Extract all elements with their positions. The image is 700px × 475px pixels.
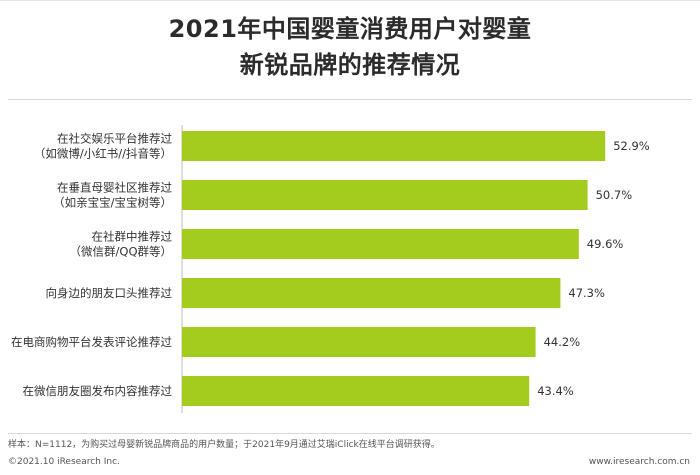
category-label-6-line-1: 在微信朋友圈发布内容推荐过 bbox=[23, 384, 173, 398]
copyright-text: ©2021.10 iResearch Inc. bbox=[8, 457, 120, 467]
bar-4 bbox=[182, 278, 561, 308]
category-label-1-line-1: 在社交娱乐平台推荐过 bbox=[57, 132, 172, 146]
footer-divider bbox=[8, 433, 692, 434]
category-label-2-line-1: 在垂直母婴社区推荐过 bbox=[57, 181, 172, 195]
category-label-2-line-2: （如亲宝宝/宝宝树等） bbox=[53, 196, 172, 210]
chart-title-line-1: 2021年中国婴童消费用户对婴童 bbox=[168, 15, 532, 43]
value-label-2: 50.7% bbox=[596, 188, 633, 202]
source-note: 样本：N=1112，为购买过母婴新锐品牌商品的用户数量；于2021年9月通过艾瑞… bbox=[8, 440, 440, 450]
category-label-3-line-1: 在社群中推荐过 bbox=[92, 230, 173, 244]
bar-3 bbox=[182, 229, 579, 259]
bar-6 bbox=[182, 376, 530, 406]
bar-1 bbox=[182, 131, 606, 161]
value-label-1: 52.9% bbox=[613, 139, 650, 153]
bar-2 bbox=[182, 180, 588, 210]
bar-5 bbox=[182, 327, 536, 357]
chart-title-line-2: 新锐品牌的推荐情况 bbox=[239, 51, 461, 79]
value-label-6: 43.4% bbox=[537, 384, 574, 398]
value-label-4: 47.3% bbox=[568, 286, 605, 300]
category-label-1-line-2: （如微博/小红书//抖音等） bbox=[34, 147, 172, 161]
website-text: www.iresearch.com.cn bbox=[588, 457, 690, 467]
title-divider bbox=[8, 99, 692, 100]
category-label-4-line-1: 向身边的朋友口头推荐过 bbox=[46, 286, 173, 300]
category-label-3-line-2: （微信群/QQ群等） bbox=[70, 245, 172, 259]
value-label-3: 49.6% bbox=[587, 237, 624, 251]
bars-layer: 52.9% 在社交娱乐平台推荐过（如微博/小红书//抖音等） 50.7% 在垂直母婴社… bbox=[11, 131, 650, 406]
category-label-5-line-1: 在电商购物平台发表评论推荐过 bbox=[11, 335, 172, 349]
value-label-5: 44.2% bbox=[544, 335, 581, 349]
